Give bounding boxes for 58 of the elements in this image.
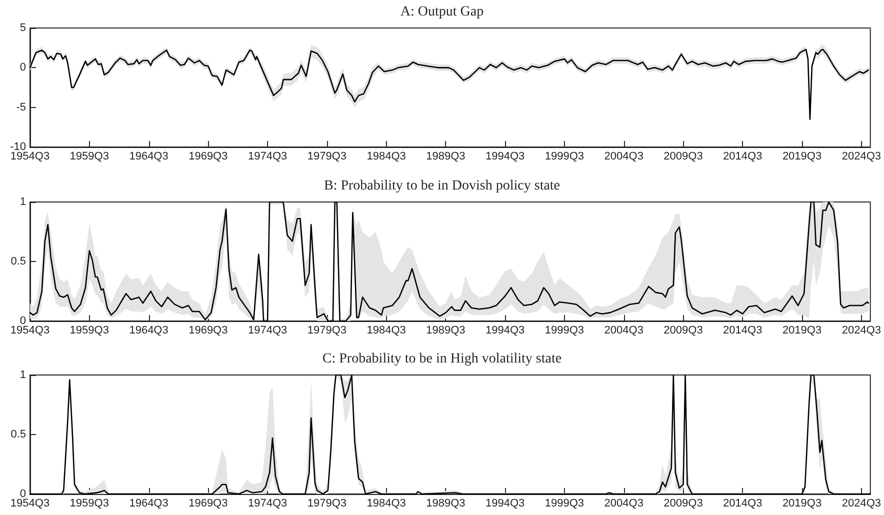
- x-tick-label: 1994Q3: [486, 498, 525, 510]
- x-tick-label: 1979Q3: [307, 150, 347, 162]
- x-tick-label: 1999Q3: [544, 498, 584, 510]
- y-tick-label: 5: [20, 22, 26, 34]
- x-tick-label: 1979Q3: [307, 324, 347, 336]
- y-tick-label: 1: [20, 196, 26, 208]
- x-tick-label: 2014Q3: [723, 150, 762, 162]
- y-tick-label: -10: [10, 141, 26, 153]
- x-tick-label: 2009Q3: [664, 150, 703, 162]
- x-tick-label: 1959Q3: [70, 498, 109, 510]
- y-tick-label: 1: [20, 369, 26, 381]
- x-tick-label: 1969Q3: [188, 324, 228, 336]
- x-tick-label: 2014Q3: [723, 498, 762, 510]
- x-tick-label: 1999Q3: [544, 150, 584, 162]
- x-tick-label: 1964Q3: [129, 324, 168, 336]
- x-tick-label: 1954Q3: [10, 324, 50, 336]
- x-tick-label: 1999Q3: [544, 324, 584, 336]
- x-tick-label: 1984Q3: [366, 498, 406, 510]
- x-tick-label: 2009Q3: [664, 498, 703, 510]
- x-tick-label: 1989Q3: [426, 150, 466, 162]
- x-tick-label: 1979Q3: [307, 498, 347, 510]
- x-tick-label: 2009Q3: [664, 324, 703, 336]
- x-tick-label: 1969Q3: [188, 498, 228, 510]
- x-tick-label: 1964Q3: [129, 150, 168, 162]
- x-tick-label: 1964Q3: [129, 498, 168, 510]
- x-tick-label: 1974Q3: [248, 498, 288, 510]
- y-tick-label: 0: [20, 315, 26, 327]
- x-tick-label: 1954Q3: [10, 498, 50, 510]
- x-tick-label: 1959Q3: [70, 150, 109, 162]
- chart-title: C: Probability to be in High volatility state: [322, 352, 562, 366]
- x-tick-label: 2024Q3: [842, 324, 882, 336]
- chart-title: B: Probability to be in Dovish policy state: [324, 178, 560, 194]
- x-tick-label: 1994Q3: [486, 150, 525, 162]
- x-tick-label: 1974Q3: [248, 324, 288, 336]
- x-tick-label: 1994Q3: [486, 324, 525, 336]
- x-tick-label: 2024Q3: [842, 150, 882, 162]
- x-tick-label: 1989Q3: [426, 324, 466, 336]
- y-tick-label: -5: [16, 101, 26, 114]
- y-tick-label: 0: [20, 488, 26, 500]
- y-tick-label: 0.5: [10, 256, 26, 268]
- x-tick-label: 1984Q3: [366, 150, 406, 162]
- x-tick-label: 1959Q3: [70, 324, 109, 336]
- x-tick-label: 2014Q3: [723, 324, 762, 336]
- x-tick-label: 2004Q3: [604, 324, 644, 336]
- x-tick-label: 1954Q3: [10, 150, 50, 162]
- x-tick-label: 2024Q3: [842, 498, 882, 510]
- y-tick-label: 0: [20, 62, 26, 74]
- x-tick-label: 2019Q3: [782, 150, 822, 162]
- x-tick-label: 2019Q3: [782, 324, 822, 336]
- x-tick-label: 1974Q3: [248, 150, 288, 162]
- y-tick-label: 0.5: [10, 428, 26, 440]
- x-tick-label: 1969Q3: [188, 150, 228, 162]
- x-tick-label: 2004Q3: [604, 498, 644, 510]
- x-tick-label: 2019Q3: [782, 498, 822, 510]
- x-tick-label: 1989Q3: [426, 498, 466, 510]
- x-tick-label: 2004Q3: [604, 150, 644, 162]
- chart-title: A: Output Gap: [400, 4, 484, 20]
- x-tick-label: 1984Q3: [366, 324, 406, 336]
